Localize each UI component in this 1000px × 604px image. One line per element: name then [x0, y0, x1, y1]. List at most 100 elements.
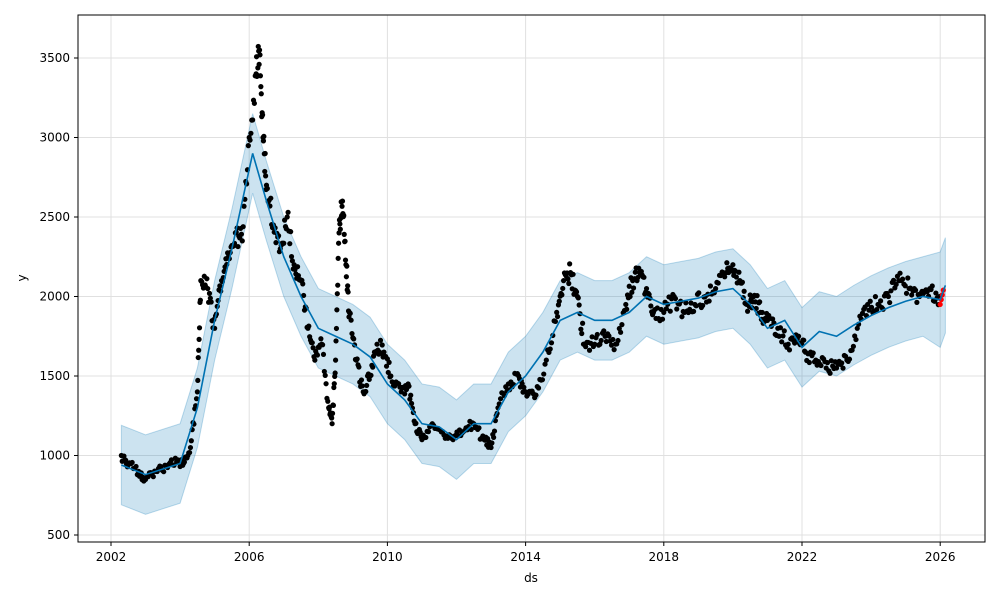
actual-point	[543, 357, 549, 363]
actual-point	[284, 214, 290, 220]
actual-point	[206, 290, 213, 296]
actual-point	[250, 117, 256, 123]
actual-point	[619, 322, 625, 328]
actual-point	[780, 333, 786, 339]
actual-point	[579, 330, 585, 337]
actual-point	[757, 299, 763, 305]
actual-point	[900, 276, 906, 282]
actual-point	[325, 398, 331, 404]
actual-point	[322, 372, 328, 378]
actual-point	[363, 388, 369, 395]
actual-point	[332, 370, 338, 376]
actual-point	[648, 303, 654, 309]
actual-point	[341, 231, 347, 237]
actual-point	[806, 359, 812, 366]
actual-point	[240, 224, 246, 230]
actual-point	[196, 325, 203, 331]
actual-point	[566, 280, 572, 287]
actual-point	[929, 283, 935, 289]
actual-point	[281, 240, 287, 246]
actual-point	[262, 168, 268, 175]
actual-point	[776, 333, 782, 339]
actual-point	[194, 389, 200, 395]
actual-point	[309, 340, 315, 346]
x-axis-label: ds	[524, 571, 538, 585]
actual-point	[629, 289, 635, 295]
actual-point	[197, 297, 203, 303]
actual-point	[801, 337, 807, 343]
actual-point	[239, 238, 245, 244]
actual-point	[667, 308, 673, 314]
actual-point	[320, 351, 327, 358]
actual-point	[258, 91, 264, 97]
actual-point	[611, 347, 617, 353]
actual-point	[560, 285, 566, 292]
actual-point	[161, 469, 167, 475]
actual-point	[205, 285, 211, 292]
actual-point	[810, 350, 816, 356]
actual-point	[779, 339, 785, 345]
actual-point	[888, 288, 894, 294]
x-tick-label: 2018	[649, 550, 680, 564]
actual-point	[565, 276, 571, 282]
actual-point	[578, 326, 584, 332]
actual-point	[195, 377, 201, 384]
actual-point	[539, 377, 546, 383]
actual-point	[583, 344, 589, 350]
actual-point	[257, 73, 264, 79]
actual-point	[268, 195, 274, 201]
actual-point	[887, 299, 893, 306]
actual-point	[287, 241, 293, 247]
actual-point	[374, 341, 380, 347]
actual-point	[342, 257, 349, 263]
actual-point	[491, 434, 497, 441]
actual-point	[476, 425, 482, 431]
actual-point	[707, 283, 714, 289]
actual-point	[618, 329, 624, 335]
actual-point	[343, 274, 349, 280]
actual-point	[301, 292, 307, 299]
actual-point	[770, 316, 776, 322]
actual-point	[262, 150, 268, 157]
actual-point	[854, 325, 860, 331]
actual-point	[331, 384, 337, 391]
actual-point	[187, 449, 193, 456]
y-tick-label: 3000	[39, 131, 70, 145]
actual-point	[541, 371, 547, 377]
actual-point	[251, 100, 257, 106]
actual-point	[912, 287, 919, 293]
y-axis-label: y	[15, 274, 29, 281]
actual-point	[576, 302, 582, 308]
actual-point	[306, 323, 312, 329]
actual-point	[663, 306, 669, 312]
actual-point	[335, 282, 341, 288]
actual-point	[867, 298, 873, 304]
actual-point	[724, 260, 730, 266]
actual-point	[824, 360, 831, 366]
actual-point	[329, 421, 335, 427]
actual-point	[235, 243, 241, 250]
actual-point	[567, 261, 573, 267]
actual-point	[196, 347, 202, 353]
actual-point	[337, 226, 343, 232]
actual-point	[733, 274, 739, 280]
actual-point	[715, 280, 721, 286]
actual-point	[623, 301, 629, 308]
actual-point	[129, 459, 135, 466]
actual-point	[573, 289, 580, 295]
actual-point	[589, 334, 595, 340]
actual-point	[786, 347, 793, 353]
actual-point	[878, 298, 884, 304]
actual-point	[872, 294, 879, 300]
actual-point	[905, 275, 911, 281]
y-tick-label: 3500	[39, 51, 70, 65]
actual-point	[264, 185, 270, 192]
actual-point	[181, 459, 188, 465]
actual-point	[245, 143, 251, 149]
actual-point	[193, 396, 200, 402]
actual-point	[897, 270, 903, 276]
actual-point	[561, 278, 567, 284]
actual-point	[603, 338, 609, 345]
